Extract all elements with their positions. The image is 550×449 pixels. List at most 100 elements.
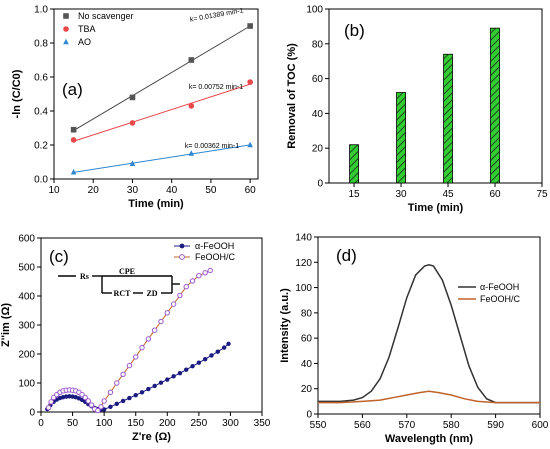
y-tick-label: 80: [301, 308, 313, 319]
data-point: [215, 349, 220, 354]
y-tick-label: 500: [18, 263, 35, 274]
fit-line: [73, 144, 251, 173]
x-tick-label: 0: [38, 418, 44, 429]
data-point: [63, 13, 69, 19]
x-axis-label: Wavelength (nm): [385, 433, 474, 445]
y-tick-label: 0.8: [34, 39, 48, 50]
rate-annotation: k= 0.00362 min-1: [185, 143, 239, 150]
data-point: [70, 137, 77, 143]
data-point: [67, 394, 72, 399]
data-point: [63, 26, 69, 32]
legend-label: AO: [78, 37, 91, 47]
data-point: [114, 380, 120, 386]
x-tick-label: 580: [443, 420, 460, 431]
data-point: [188, 57, 195, 63]
panel-2: 0 50 100 150 200 250 300 350 0 100 200 300 400 500 600…: [0, 234, 271, 444]
data-point: [48, 399, 54, 405]
bar: [490, 27, 500, 184]
data-point: [184, 367, 189, 372]
data-point: [158, 380, 164, 385]
fit-line: [73, 25, 251, 131]
y-tick-label: 1.0: [34, 5, 48, 16]
x-tick-label: 30: [127, 185, 139, 196]
x-tick-label: 300: [222, 418, 239, 429]
x-tick-label: 50: [67, 418, 79, 429]
data-point: [133, 392, 138, 398]
y-tick-label: 0: [317, 179, 323, 190]
data-point: [146, 386, 151, 392]
data-point: [107, 389, 114, 395]
data-point: [188, 103, 195, 109]
data-point: [70, 168, 77, 175]
data-point: [247, 23, 253, 29]
y-axis-label: Removal of TOC (%): [286, 43, 298, 149]
y-tick-label: 0.2: [34, 141, 48, 152]
data-point: [126, 362, 133, 369]
panel-3: 550 560 570 580 590 600 0 20 40 60 80 100 120 140 Wave…: [279, 233, 549, 446]
data-point: [79, 391, 85, 398]
x-tick-label: 150: [127, 418, 144, 429]
data-point: [64, 394, 69, 399]
y-tick-label: 60: [301, 334, 313, 345]
x-tick-label: 45: [442, 189, 454, 200]
data-point: [247, 141, 253, 148]
legend-label: α-FeOOH: [195, 241, 234, 251]
x-tick-label: 250: [191, 418, 208, 429]
x-tick-label: 560: [354, 420, 371, 431]
legend-label: TBA: [78, 24, 96, 34]
legend-label: α-FeOOH: [480, 282, 519, 292]
data-point: [82, 394, 88, 401]
data-point: [207, 267, 213, 274]
data-point: [50, 394, 57, 401]
data-point: [45, 404, 52, 411]
x-tick-label: 60: [245, 185, 257, 196]
panel-0: 10 20 30 40 50 60 0.0 0.2 0.4 0.6 0.8 1.0 Time (min)…: [11, 5, 259, 210]
data-point: [139, 390, 145, 395]
data-point: [179, 243, 185, 249]
plot-frame: [328, 8, 543, 184]
y-tick-label: 600: [18, 234, 35, 245]
x-axis-label: Z're (Ω): [132, 431, 171, 443]
data-point: [85, 398, 92, 404]
data-point: [179, 254, 185, 260]
data-point: [129, 120, 136, 126]
y-tick-label: 40: [312, 109, 324, 120]
panel-label: (d): [336, 246, 357, 265]
circuit-label-rct: RCT: [114, 289, 132, 298]
panel-label: (b): [344, 21, 365, 40]
y-axis-label: Intensity (a.u.): [279, 288, 291, 363]
x-tick-label: 600: [532, 420, 549, 431]
x-tick-label: 15: [348, 189, 360, 200]
y-axis-label: -ln (C/C0): [11, 69, 23, 118]
data-point: [190, 363, 195, 369]
x-tick-label: 200: [159, 418, 176, 429]
bar: [349, 144, 359, 184]
x-tick-label: 100: [96, 418, 113, 429]
data-point: [196, 360, 202, 365]
data-point: [133, 354, 139, 360]
data-point: [70, 126, 77, 133]
panel-label: (a): [62, 80, 83, 99]
y-tick-label: 120: [295, 258, 312, 269]
y-tick-label: 0: [29, 408, 35, 419]
data-point: [139, 344, 145, 351]
data-point: [158, 318, 164, 325]
rate-annotation: k= 0.01389 min-1: [189, 7, 244, 23]
circuit-label-zd: ZD: [146, 289, 157, 298]
data-point: [177, 292, 183, 299]
data-point: [151, 327, 158, 333]
data-point: [165, 377, 170, 382]
data-point: [129, 160, 136, 166]
y-tick-label: 400: [18, 292, 35, 303]
data-point: [177, 370, 183, 376]
y-tick-label: 100: [18, 379, 35, 390]
x-tick-label: 50: [205, 185, 217, 196]
data-point: [202, 270, 208, 276]
bar: [396, 92, 406, 184]
data-point: [129, 94, 136, 101]
x-tick-label: 40: [166, 185, 178, 196]
data-point: [114, 401, 119, 407]
data-point: [108, 404, 113, 409]
y-tick-label: 100: [306, 5, 323, 16]
